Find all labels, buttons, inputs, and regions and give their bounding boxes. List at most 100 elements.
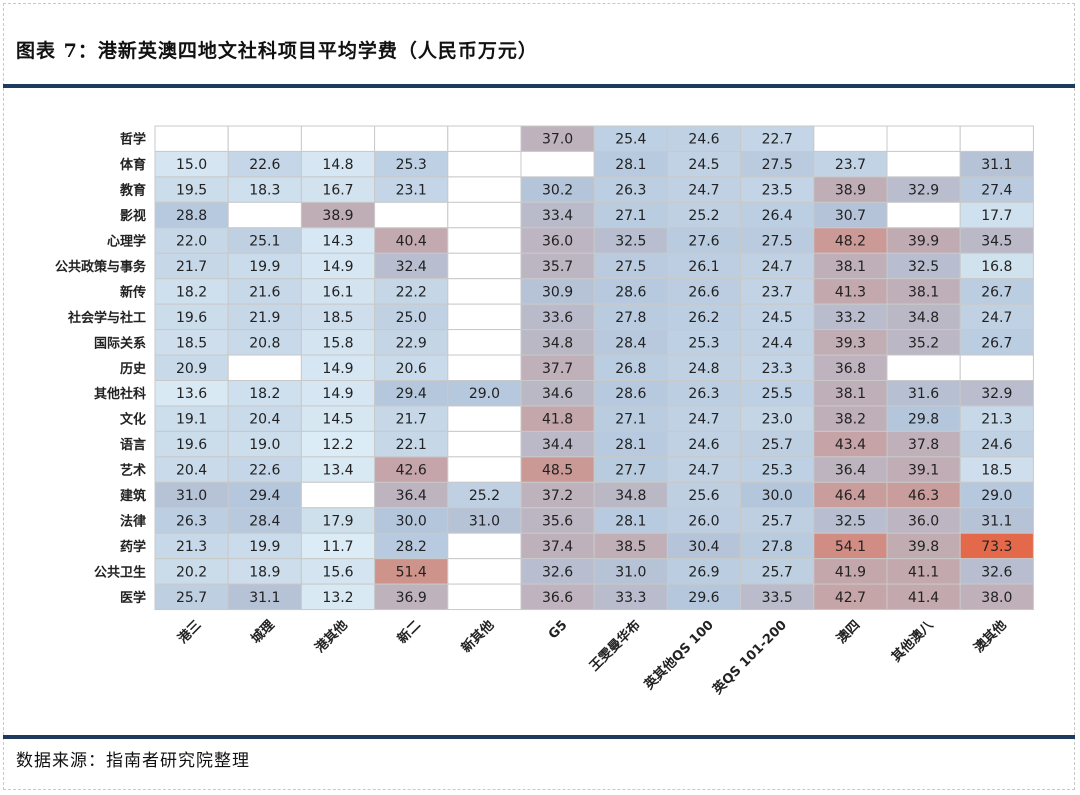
cell-value: 34.5 — [981, 234, 1012, 250]
heatmap-cell — [520, 405, 595, 432]
heatmap-cell — [520, 354, 595, 381]
heatmap-cell — [813, 456, 888, 483]
heatmap-cell — [227, 430, 302, 458]
cell-value: 24.6 — [688, 437, 719, 453]
cell-value: 35.2 — [908, 335, 939, 351]
row-label: 影视 — [120, 208, 146, 224]
cell-value: 36.4 — [396, 488, 427, 504]
heatmap-cell — [886, 405, 961, 432]
cell-value: 32.9 — [981, 386, 1012, 402]
heatmap-cell — [593, 150, 668, 178]
cell-value: 39.3 — [835, 335, 866, 351]
column-label: 其他澳八 — [888, 616, 937, 665]
cell-value: 73.3 — [981, 539, 1012, 555]
column-label: 城理 — [248, 617, 278, 647]
column-label: 澳其他 — [971, 617, 1010, 656]
cell-value: 22.7 — [762, 132, 793, 148]
heatmap-chart: 哲学 37.0 25.4 24.6 22.7 体育 15.0 22.6 14.8 25.3 28.1… — [55, 125, 1034, 698]
cell-value: 24.5 — [762, 310, 793, 326]
heatmap-cell — [740, 278, 815, 305]
heatmap-cell — [447, 481, 522, 509]
cell-value: 23.7 — [835, 157, 866, 173]
heatmap-cell — [886, 430, 961, 458]
cell-value: 15.8 — [322, 335, 353, 351]
heatmap-cell — [227, 201, 302, 229]
cell-value: 22.6 — [249, 463, 280, 479]
cell-value: 24.6 — [981, 437, 1012, 453]
heatmap-cell — [959, 252, 1034, 280]
cell-value: 20.4 — [176, 463, 207, 479]
heatmap-cell — [447, 405, 522, 432]
cell-value: 15.6 — [322, 564, 353, 580]
heatmap-cell — [666, 278, 742, 305]
cell-value: 16.8 — [981, 259, 1012, 275]
cell-value: 21.3 — [176, 539, 207, 555]
cell-value: 26.8 — [615, 361, 646, 377]
heatmap-cell — [886, 303, 961, 331]
heatmap-cell — [593, 507, 668, 534]
column-label: 港其他 — [312, 617, 351, 656]
heatmap-cell — [593, 558, 668, 585]
heatmap-cell — [374, 201, 449, 229]
cell-value: 25.7 — [762, 564, 793, 580]
cell-value: 23.3 — [762, 361, 793, 377]
cell-value: 21.3 — [981, 412, 1012, 428]
cell-value: 32.9 — [908, 183, 939, 199]
cell-value: 21.9 — [249, 310, 280, 326]
heatmap-cell — [959, 481, 1034, 509]
cell-value: 25.7 — [762, 437, 793, 453]
cell-value: 16.1 — [322, 284, 353, 300]
row-label: 体育 — [120, 157, 146, 173]
heatmap-cell — [666, 456, 742, 483]
cell-value: 24.8 — [688, 361, 719, 377]
cell-value: 31.0 — [469, 513, 500, 529]
heatmap-cell — [959, 354, 1034, 381]
heatmap-cell — [666, 227, 742, 254]
heatmap-cell — [593, 278, 668, 305]
cell-value: 24.7 — [688, 412, 719, 428]
cell-value: 41.4 — [908, 590, 939, 606]
cell-value: 14.3 — [322, 234, 353, 250]
cell-value: 37.2 — [542, 488, 573, 504]
cell-value: 33.4 — [542, 208, 573, 224]
heatmap-cell — [154, 507, 229, 534]
cell-value: 28.1 — [615, 437, 646, 453]
row-label: 语言 — [120, 437, 146, 453]
cell-value: 37.0 — [542, 132, 573, 148]
cell-value: 19.5 — [176, 183, 207, 199]
cell-value: 25.6 — [688, 488, 719, 504]
heatmap-cell — [813, 583, 888, 611]
heatmap-cell — [300, 481, 376, 509]
heatmap-cell — [813, 507, 888, 534]
cell-value: 26.7 — [981, 284, 1012, 300]
cell-value: 42.7 — [835, 590, 866, 606]
cell-value: 25.3 — [396, 157, 427, 173]
row-label: 教育 — [119, 183, 146, 199]
heatmap-cell — [813, 150, 888, 178]
cell-value: 26.6 — [688, 284, 719, 300]
cell-value: 18.5 — [176, 335, 207, 351]
heatmap-cell — [959, 583, 1034, 611]
cell-value: 26.0 — [688, 513, 719, 529]
cell-value: 33.5 — [762, 590, 793, 606]
cell-value: 27.5 — [762, 157, 793, 173]
row-label: 历史 — [120, 361, 147, 377]
heatmap-cell — [374, 456, 449, 483]
cell-value: 31.0 — [615, 564, 646, 580]
heatmap-cell — [520, 252, 595, 280]
cell-value: 18.2 — [249, 386, 280, 402]
cell-value: 26.3 — [615, 183, 646, 199]
heatmap-cell — [593, 430, 668, 458]
cell-value: 37.7 — [542, 361, 573, 377]
cell-value: 21.7 — [176, 259, 207, 275]
heatmap-cell — [666, 354, 742, 381]
cell-value: 32.5 — [615, 234, 646, 250]
cell-value: 36.8 — [835, 361, 866, 377]
heatmap-cell — [447, 201, 522, 229]
cell-value: 33.6 — [542, 310, 573, 326]
cell-value: 31.1 — [981, 513, 1012, 529]
cell-value: 13.4 — [322, 463, 353, 479]
heatmap-cell — [227, 583, 302, 611]
cell-value: 20.6 — [396, 361, 427, 377]
cell-value: 30.9 — [542, 284, 573, 300]
